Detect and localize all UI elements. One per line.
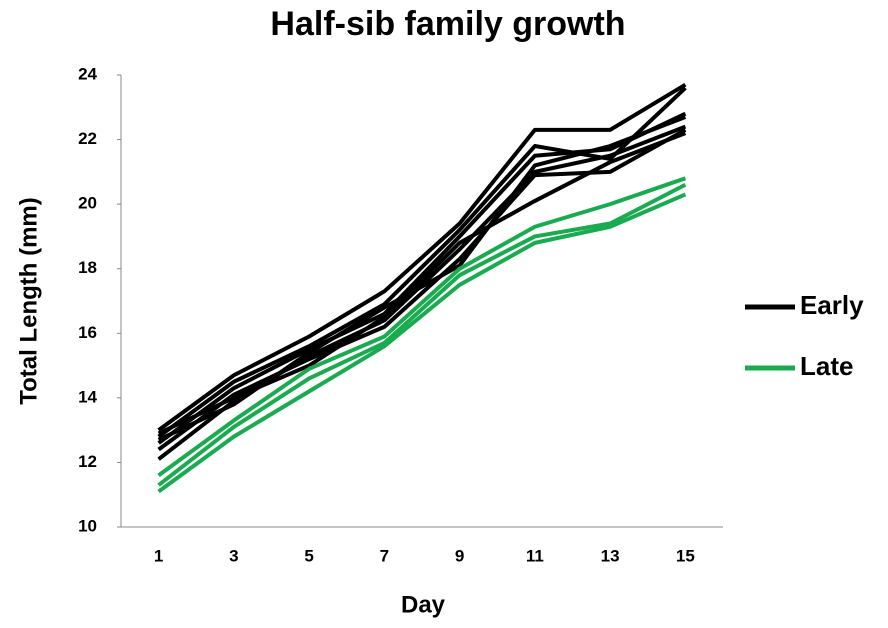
series-line xyxy=(157,82,687,432)
chart-title: Half-sib family growth xyxy=(270,5,625,43)
x-tick-label: 7 xyxy=(380,546,389,565)
x-tick-label: 5 xyxy=(304,546,313,565)
x-tick-label: 11 xyxy=(526,546,544,565)
series-line xyxy=(157,182,687,487)
y-axis-label: Total Length (mm) xyxy=(15,197,42,405)
y-tick-label: 14 xyxy=(78,387,97,406)
series-line xyxy=(157,115,687,442)
series-line xyxy=(157,128,687,452)
y-tick-label: 10 xyxy=(78,516,97,535)
legend-label: Early xyxy=(800,290,864,320)
x-tick-label: 3 xyxy=(229,546,238,565)
x-tick-label: 13 xyxy=(601,546,620,565)
x-axis-label: Day xyxy=(401,591,446,618)
series-line xyxy=(157,192,687,494)
y-tick-label: 24 xyxy=(78,64,97,83)
y-tick-label: 16 xyxy=(78,323,97,342)
y-tick-label: 18 xyxy=(78,258,97,277)
series-line xyxy=(157,131,687,436)
series-line xyxy=(157,176,687,477)
x-tick-label: 9 xyxy=(455,546,464,565)
y-tick-label: 20 xyxy=(78,194,97,213)
y-tick-label: 12 xyxy=(78,452,97,471)
x-tick-label: 15 xyxy=(676,546,695,565)
x-tick-label: 1 xyxy=(154,546,163,565)
legend-label: Late xyxy=(800,351,853,381)
y-tick-label: 22 xyxy=(78,129,97,148)
